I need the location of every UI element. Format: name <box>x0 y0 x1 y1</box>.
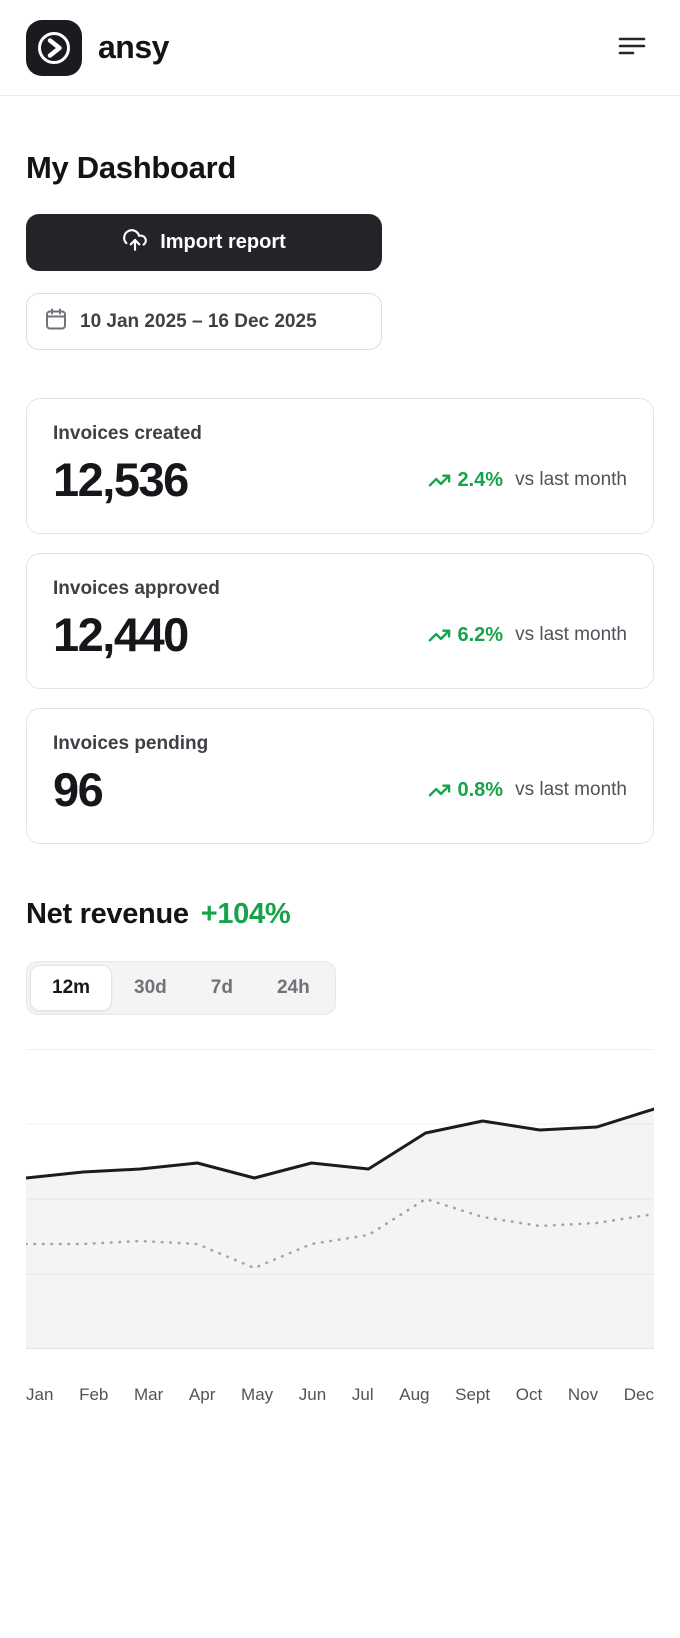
x-axis-label: Sept <box>455 1385 491 1405</box>
x-axis-label: Nov <box>567 1385 599 1405</box>
range-tab-30d[interactable]: 30d <box>113 966 188 1010</box>
stat-card-invoices-created: Invoices created 12,536 2.4% vs last mon… <box>26 398 654 535</box>
brand-logo-icon[interactable] <box>26 19 82 76</box>
stat-value: 12,536 <box>53 453 189 506</box>
range-tabs: 12m 30d 7d 24h <box>26 961 336 1016</box>
stat-delta: 6.2% <box>457 623 504 646</box>
stat-value: 96 <box>53 763 104 817</box>
stat-compare: vs last month <box>515 624 627 646</box>
net-revenue-delta: +104% <box>200 898 291 931</box>
net-revenue-heading: Net revenue +104% <box>26 898 654 931</box>
x-axis-label: Apr <box>188 1385 216 1405</box>
stat-trend: 6.2% vs last month <box>428 624 627 647</box>
x-axis-label: Aug <box>399 1385 430 1405</box>
x-axis-label: Dec <box>623 1385 654 1405</box>
upload-cloud-icon <box>122 227 148 259</box>
brand: ansy <box>26 19 169 76</box>
brand-name: ansy <box>98 29 169 65</box>
stat-value: 12,440 <box>53 608 189 662</box>
hamburger-icon <box>616 37 648 62</box>
stat-delta: 2.4% <box>457 468 504 491</box>
stat-label: Invoices pending <box>53 733 209 755</box>
revenue-chart-container: Jan Feb Mar Apr May Jun Jul Aug Sept Oct Nov Dec <box>26 1049 654 1405</box>
dashboard-main: My Dashboard Import report 10 Jan 2025 –… <box>0 150 680 1405</box>
range-tab-12m[interactable]: 12m <box>31 966 112 1011</box>
stat-card-invoices-pending: Invoices pending 96 0.8% vs last month <box>26 708 654 845</box>
stat-label: Invoices created <box>53 423 202 444</box>
x-axis-label: Feb <box>79 1385 109 1405</box>
trending-up-icon <box>428 469 451 492</box>
date-range-picker[interactable]: 10 Jan 2025 – 16 Dec 2025 <box>26 293 382 350</box>
stat-trend: 0.8% vs last month <box>428 779 627 802</box>
x-axis-labels: Jan Feb Mar Apr May Jun Jul Aug Sept Oct Nov Dec <box>26 1385 654 1405</box>
stat-compare: vs last month <box>515 779 627 801</box>
trending-up-icon <box>428 779 451 802</box>
trending-up-icon <box>428 624 451 647</box>
x-axis-label: Jul <box>351 1385 374 1405</box>
import-report-button[interactable]: Import report <box>26 214 382 271</box>
calendar-icon <box>44 307 68 337</box>
range-tab-24h[interactable]: 24h <box>256 966 331 1010</box>
range-tab-7d[interactable]: 7d <box>190 966 254 1010</box>
stat-label: Invoices approved <box>53 578 220 600</box>
x-axis-label: Jan <box>26 1385 54 1405</box>
app-header: ansy <box>0 0 680 96</box>
date-range-label: 10 Jan 2025 – 16 Dec 2025 <box>80 310 317 332</box>
revenue-line-chart <box>26 1049 654 1350</box>
stat-compare: vs last month <box>515 469 627 491</box>
stat-delta: 0.8% <box>457 778 504 801</box>
x-axis-label: May <box>241 1385 274 1405</box>
page-title: My Dashboard <box>26 150 236 185</box>
stat-trend: 2.4% vs last month <box>428 469 627 492</box>
stat-cards: Invoices created 12,536 2.4% vs last mon… <box>26 398 654 845</box>
net-revenue-title: Net revenue <box>26 898 189 931</box>
import-report-label: Import report <box>160 231 286 253</box>
x-axis-label: Mar <box>134 1385 164 1405</box>
menu-button[interactable] <box>610 27 654 68</box>
x-axis-label: Oct <box>515 1385 543 1405</box>
stat-card-invoices-approved: Invoices approved 12,440 6.2% vs last mo… <box>26 553 654 690</box>
x-axis-label: Jun <box>298 1385 327 1405</box>
